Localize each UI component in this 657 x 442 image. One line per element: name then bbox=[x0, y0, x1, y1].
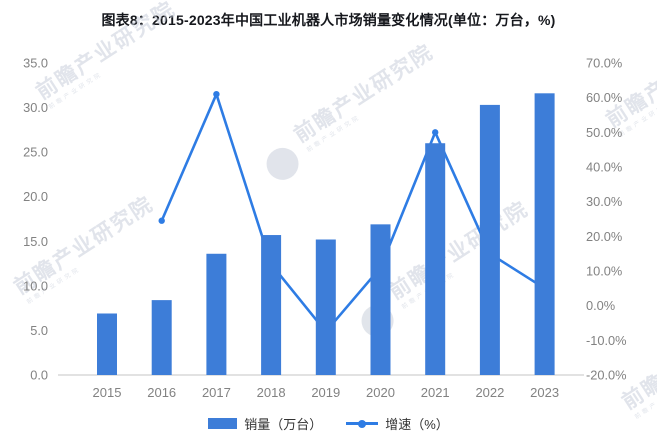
y-right-tick-label: 50.0% bbox=[586, 125, 622, 140]
y-right-tick-label: 70.0% bbox=[586, 56, 622, 71]
x-tick-label-2022: 2022 bbox=[475, 385, 504, 400]
y-left-tick-label: 25.0 bbox=[23, 145, 48, 160]
bar-2020 bbox=[370, 224, 391, 375]
x-tick-label-2020: 2020 bbox=[366, 385, 395, 400]
legend-sales-label: 销量（万台） bbox=[244, 417, 323, 432]
chart-legend: 销量（万台） 增速（%） bbox=[0, 414, 657, 433]
watermark-text: 前瞻产业研究院 bbox=[385, 196, 533, 304]
bar-2016 bbox=[151, 300, 172, 375]
y-left-tick-label: 15.0 bbox=[23, 234, 48, 249]
y-left-tick-label: 30.0 bbox=[23, 100, 48, 115]
y-left-tick-label: 20.0 bbox=[23, 189, 48, 204]
y-left-tick-label: 5.0 bbox=[30, 323, 48, 338]
y-right-tick-label: 60.0% bbox=[586, 90, 622, 105]
y-right-tick-label: 10.0% bbox=[586, 264, 622, 279]
bar-2017 bbox=[206, 253, 227, 375]
growth-point-2016 bbox=[158, 217, 165, 224]
x-tick-label-2017: 2017 bbox=[202, 385, 231, 400]
bar-2018 bbox=[261, 235, 282, 375]
legend-item-sales: 销量（万台） bbox=[208, 414, 322, 433]
bar-2015 bbox=[97, 313, 117, 375]
y-right-tick-label: -10.0% bbox=[586, 333, 627, 348]
y-right-tick-label: 0.0% bbox=[586, 298, 615, 313]
bar-2023 bbox=[534, 93, 555, 376]
watermark-text: 前瞻产业研究院 bbox=[32, 0, 180, 104]
legend-item-growth: 增速（%） bbox=[346, 414, 449, 433]
x-tick-label-2015: 2015 bbox=[93, 385, 122, 400]
sales-swatch-icon bbox=[208, 418, 238, 429]
watermark-logo-icon bbox=[266, 147, 299, 180]
x-tick-label-2021: 2021 bbox=[421, 385, 450, 400]
y-right-tick-label: -20.0% bbox=[586, 368, 627, 383]
bar-2021 bbox=[425, 143, 446, 375]
y-left-tick-label: 35.0 bbox=[23, 56, 48, 71]
growth-point-2017 bbox=[213, 91, 220, 98]
y-right-tick-label: 30.0% bbox=[586, 194, 622, 209]
y-right-tick-label: 40.0% bbox=[586, 160, 622, 175]
watermark-text: 前瞻产业研究院 bbox=[290, 39, 438, 147]
growth-point-2021 bbox=[432, 129, 439, 136]
y-right-tick-label: 20.0% bbox=[586, 229, 622, 244]
x-tick-label-2023: 2023 bbox=[530, 385, 559, 400]
y-left-tick-label: 0.0 bbox=[30, 368, 48, 383]
x-tick-label-2019: 2019 bbox=[311, 385, 340, 400]
growth-swatch-icon bbox=[346, 422, 379, 425]
bar-2019 bbox=[315, 239, 336, 375]
legend-growth-label: 增速（%） bbox=[385, 417, 449, 432]
x-tick-label-2016: 2016 bbox=[147, 385, 176, 400]
bar-2022 bbox=[479, 104, 500, 375]
watermark-text: 前瞻产业研究院 bbox=[618, 306, 657, 414]
y-left-tick-label: 10.0 bbox=[23, 278, 48, 293]
chart-title: 图表8：2015-2023年中国工业机器人市场销量变化情况(单位：万台，%) bbox=[101, 12, 556, 28]
x-tick-label-2018: 2018 bbox=[257, 385, 286, 400]
